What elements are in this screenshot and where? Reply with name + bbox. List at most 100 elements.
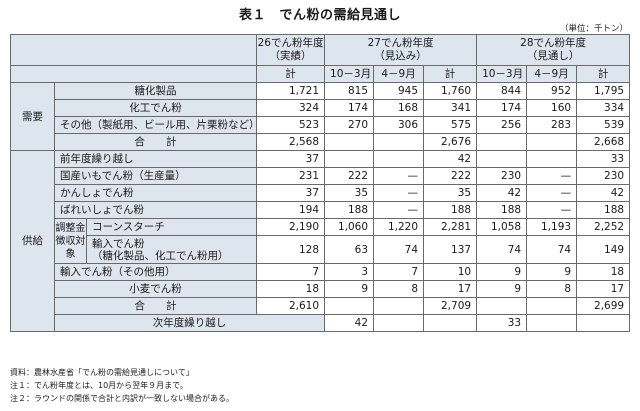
section-supply: 供給: [10, 150, 55, 332]
row-label: 化工でん粉: [53, 99, 258, 117]
cell-value: [526, 133, 578, 151]
cell-value: 539: [576, 116, 631, 134]
cell-value: 222: [423, 167, 478, 185]
cell-value: 3: [324, 263, 375, 281]
table-row: 輸入でん粉 （糖化製品、化工でん粉用） 128 63 74 137 74 74 …: [11, 235, 631, 264]
cell-value: 334: [576, 99, 631, 117]
cell-value: 9: [324, 280, 375, 298]
section-demand: 需要: [10, 82, 55, 151]
cell-value: 2,190: [256, 218, 326, 236]
cell-value: 945: [373, 82, 425, 100]
cell-value: [526, 314, 578, 332]
cell-value: [476, 150, 528, 168]
cell-value: 168: [373, 99, 425, 117]
row-label: かんしょでん粉: [53, 184, 258, 202]
footnote-source: 資料：農林水産省「でん粉の需給見通しについて」: [10, 368, 194, 377]
header-y27-label: 27でん粉年度: [367, 37, 434, 49]
table-row: 小麦でん粉 18 9 8 17 9 8 17: [11, 280, 631, 298]
header-y26: 26でん粉年度 （実績）: [256, 34, 326, 66]
cell-value: [476, 297, 528, 315]
header-corner-2: [9, 65, 258, 83]
cell-value: 74: [476, 235, 528, 264]
table-row: 輸入でん粉（その他用） 7 3 7 10 9 9 18: [11, 263, 631, 281]
cell-value: [373, 133, 425, 151]
cell-value: 283: [526, 116, 578, 134]
cell-value: 2,252: [576, 218, 631, 236]
header-row-periods: 計 10－3月 4－9月 計 10－3月 4－9月 計: [9, 65, 631, 83]
cell-value: 256: [476, 116, 528, 134]
cell-value: 575: [423, 116, 478, 134]
cell-value: 2,668: [576, 133, 631, 151]
cell-value: 9: [476, 280, 528, 298]
cell-value: 1,760: [423, 82, 478, 100]
cell-value: 8: [526, 280, 578, 298]
row-label: 前年度繰り越し: [53, 150, 258, 168]
row-label-line1: 輸入でん粉: [92, 237, 145, 250]
table-row: 需要 糖化製品 1,721 815 945 1,760 844 952 1,79…: [10, 82, 631, 151]
cell-value: 128: [256, 235, 326, 264]
cell-value: 2,610: [256, 297, 326, 315]
cell-value: 74: [373, 235, 425, 264]
cell-value: [373, 314, 425, 332]
cell-value: 306: [373, 116, 425, 134]
starch-supply-demand-table: 26でん粉年度 （実績） 27でん粉年度 （見込み） 28でん粉年度 （見通し）…: [9, 34, 631, 332]
cell-value: 2,699: [576, 297, 631, 315]
cell-value: 230: [576, 167, 631, 185]
cell-value: 7: [373, 263, 425, 281]
cell-value: 42: [423, 150, 478, 168]
cell-value: [324, 297, 375, 315]
header-y28-label: 28でん粉年度: [520, 37, 587, 49]
cell-value: 137: [423, 235, 478, 264]
table-title: 表１ でん粉の需給見通し: [238, 8, 401, 23]
row-label: 輸入でん粉（その他用）: [53, 263, 258, 281]
table-row-total: 合 計 2,568 2,676 2,668: [11, 133, 631, 151]
table-row: ばれいしょでん粉 194 188 — 188 188 — 188: [11, 201, 631, 219]
table-row: 国産いもでん粉（生産量） 231 222 — 222 230 — 230: [11, 167, 631, 185]
cell-value: 33: [476, 314, 528, 332]
header-period-28b: 4－9月: [526, 65, 578, 83]
header-period-27b: 4－9月: [373, 65, 425, 83]
table-row: 供給 前年度繰り越し 37 42 33: [10, 150, 631, 332]
header-y27-note: （見込み）: [374, 50, 427, 62]
cell-value: 1,058: [476, 218, 528, 236]
cell-value: [324, 150, 375, 168]
row-label: 合 計: [53, 297, 258, 315]
cell-value: 1,060: [324, 218, 375, 236]
cell-value: 1,193: [526, 218, 578, 236]
cell-value: 160: [526, 99, 578, 117]
cell-value: 10: [423, 263, 478, 281]
cell-value: —: [373, 167, 425, 185]
cell-value: 174: [324, 99, 375, 117]
cell-value: 18: [576, 263, 631, 281]
row-label: 合 計: [53, 133, 258, 151]
cell-value: 188: [476, 201, 528, 219]
cell-value: 17: [423, 280, 478, 298]
cell-value: 188: [576, 201, 631, 219]
cell-value: 341: [423, 99, 478, 117]
table-row: その他（製紙用、ビール用、片栗粉など） 523 270 306 575 256 …: [11, 116, 631, 134]
cell-value: 37: [256, 184, 326, 202]
cell-value: [373, 150, 425, 168]
header-total-28: 計: [576, 65, 631, 83]
cell-value: 42: [324, 314, 375, 332]
cell-value: 63: [324, 235, 375, 264]
header-total-26: 計: [256, 65, 326, 83]
header-y26-note: （実績）: [269, 50, 312, 62]
cell-value: 188: [423, 201, 478, 219]
cell-value: 33: [576, 150, 631, 168]
cell-value: 9: [526, 263, 578, 281]
header-total-27: 計: [423, 65, 478, 83]
table-row: 次年度繰り越し 42 33 31: [11, 314, 631, 332]
cell-value: 8: [373, 280, 425, 298]
cell-value: —: [526, 184, 578, 202]
cell-value: 149: [576, 235, 631, 264]
row-label: その他（製紙用、ビール用、片栗粉など）: [53, 116, 258, 134]
cell-value: 1,220: [373, 218, 425, 236]
cell-value: [576, 314, 631, 332]
row-label: コーンスターチ: [85, 218, 258, 236]
unit-label: （単位：千トン）: [559, 24, 628, 34]
header-period-28a: 10－3月: [476, 65, 528, 83]
header-y27: 27でん粉年度 （見込み）: [324, 34, 478, 66]
cell-value: —: [526, 167, 578, 185]
row-label: 糖化製品: [53, 82, 258, 100]
